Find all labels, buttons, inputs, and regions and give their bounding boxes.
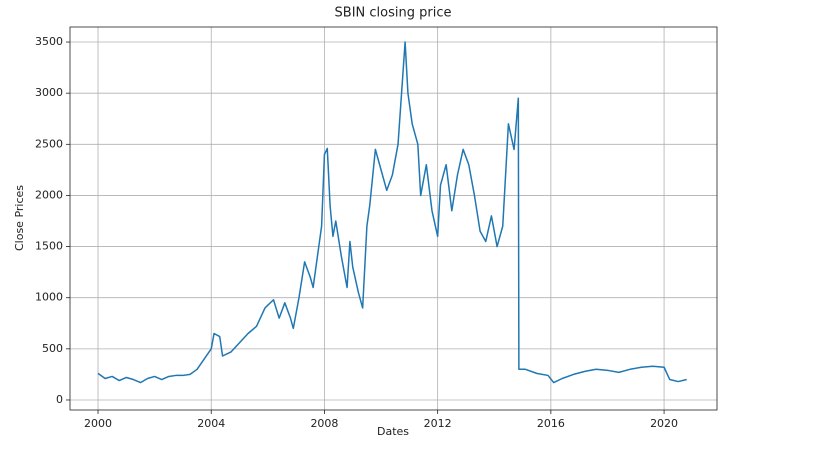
y-tick-label: 2000 bbox=[35, 188, 63, 201]
y-tick-label: 2500 bbox=[35, 137, 63, 150]
y-tick-label: 3500 bbox=[35, 35, 63, 48]
x-tick-label: 2016 bbox=[537, 417, 565, 430]
x-tick-label: 2008 bbox=[310, 417, 338, 430]
x-tick-label: 2020 bbox=[650, 417, 678, 430]
x-axis-label: Dates bbox=[377, 425, 409, 438]
x-tick-label: 2004 bbox=[197, 417, 225, 430]
y-tick-label: 0 bbox=[56, 393, 63, 406]
y-tick-label: 3000 bbox=[35, 86, 63, 99]
x-tick-label: 2000 bbox=[84, 417, 112, 430]
plot-frame bbox=[69, 26, 718, 411]
line bbox=[97, 41, 687, 384]
y-tick-label: 1500 bbox=[35, 240, 63, 253]
y-axis-label: Close Prices bbox=[13, 185, 26, 251]
chart-title: SBIN closing price bbox=[335, 6, 452, 21]
y-tick-label: 1000 bbox=[35, 291, 63, 304]
x-tick-label: 2012 bbox=[424, 417, 452, 430]
y-tick-label: 500 bbox=[42, 342, 63, 355]
